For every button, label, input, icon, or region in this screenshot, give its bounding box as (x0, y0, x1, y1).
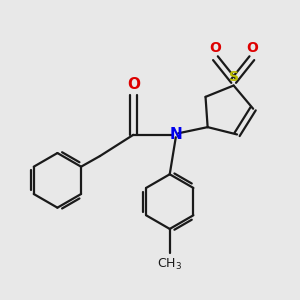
Text: N: N (169, 127, 182, 142)
Text: O: O (246, 41, 258, 55)
Text: CH$_3$: CH$_3$ (157, 257, 182, 272)
Text: S: S (229, 70, 238, 84)
Text: O: O (209, 41, 221, 55)
Text: O: O (127, 77, 140, 92)
